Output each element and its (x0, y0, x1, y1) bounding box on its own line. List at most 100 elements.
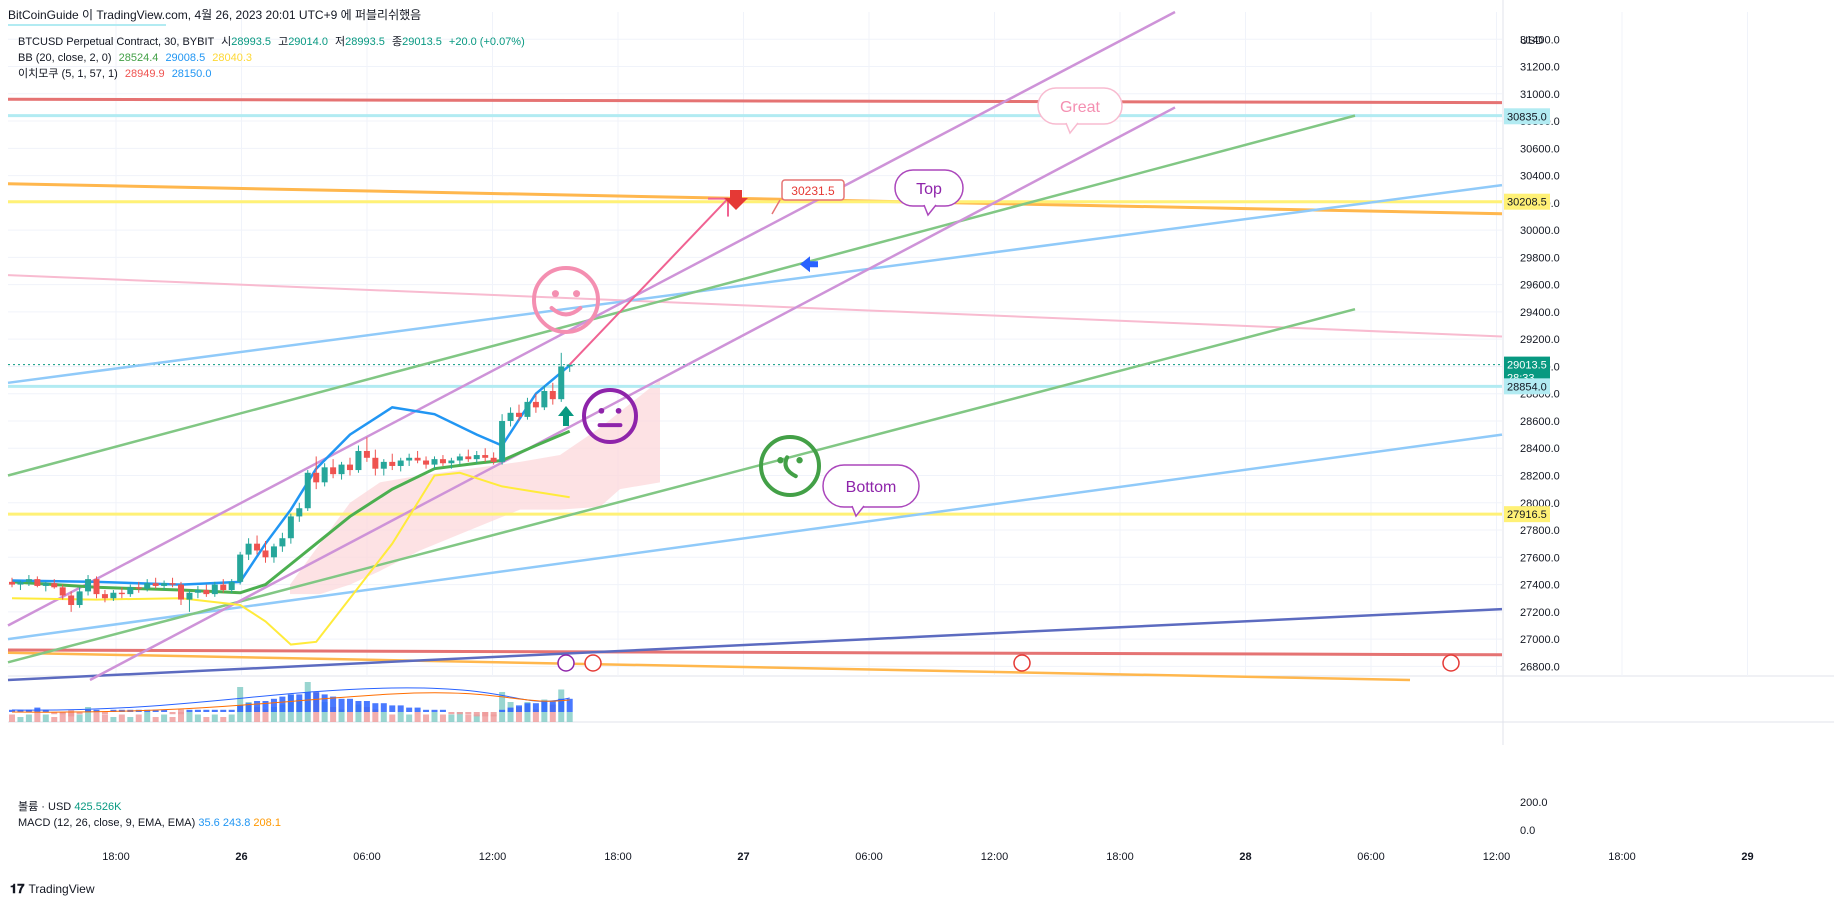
candle-body (549, 390, 556, 400)
volume-bar (456, 712, 463, 722)
candle-body (363, 450, 370, 458)
macd-hist-bar (279, 696, 286, 712)
candle-body (270, 546, 277, 558)
macd-hist-bar (423, 709, 430, 712)
bb-basis-line (11, 429, 571, 595)
macd-hist-bar (507, 707, 514, 712)
candle-body (499, 420, 506, 462)
worried-face-icon-outline (759, 435, 821, 497)
macd-hist-bar (161, 709, 168, 712)
price-tick-label: 29200.0 (1520, 334, 1560, 346)
candle-body (397, 460, 404, 466)
price-box-pointer (771, 199, 781, 215)
macd-hist-bar (482, 712, 489, 717)
time-axis[interactable]: 18:00 26 06:00 12:00 18:00 27 06:00 12:00 18:00 2… (102, 851, 1753, 863)
chart-legend: BTCUSD Perpetual Contract, 30, BYBIT 시28… (18, 34, 525, 82)
volume-bar (51, 717, 58, 722)
candle-body (355, 450, 362, 471)
time-tick-label: 18:00 (1106, 851, 1134, 863)
candle-body (423, 460, 430, 465)
volume-bar (220, 717, 227, 722)
macd-hist-bar (254, 701, 261, 712)
bb-upper-line (11, 364, 571, 586)
cloud-area (290, 380, 660, 595)
price-tick-label: 29800.0 (1520, 252, 1560, 264)
price-tick-label: 29400.0 (1520, 307, 1560, 319)
macd-hist-bar (17, 709, 24, 712)
axis-price-tag-label: 27916.5 (1507, 509, 1547, 521)
volume-bar (110, 717, 117, 722)
ichimoku-value-a: 28949.9 (124, 68, 165, 80)
time-tick-label: 18:00 (604, 851, 632, 863)
macd-hist-bar (389, 705, 396, 712)
neutral-face-icon-eye (598, 407, 605, 414)
candle-body (304, 472, 311, 509)
axis-price-tag (1504, 193, 1550, 210)
candle-body (178, 584, 184, 600)
candle-body (144, 583, 151, 589)
legend-volume-row[interactable]: 볼륨 · USD 425.526K (18, 799, 281, 815)
macd-hist-bar (85, 709, 92, 712)
axis-price-tag-label: 30208.5 (1507, 197, 1547, 209)
macd-value-1: 35.6 (198, 817, 220, 829)
axis-price-tag (1504, 108, 1550, 125)
macd-hist-bar (194, 709, 201, 712)
macd-hist-bar (203, 709, 210, 712)
great-bubble-tail (1065, 122, 1079, 135)
symbol-title[interactable]: BTCUSD Perpetual Contract, 30, BYBIT (18, 36, 215, 48)
price-tick-label: 31000.0 (1520, 89, 1560, 101)
volume-bar (414, 712, 421, 722)
volume-bar (473, 714, 480, 722)
volume-bar (566, 712, 573, 722)
candle-body (262, 550, 269, 558)
volume-bar (490, 714, 497, 722)
candle-body (194, 590, 201, 593)
candle-body (380, 461, 387, 469)
macd-hist-bar (406, 707, 413, 712)
volume-bar (347, 712, 353, 722)
macd-hist-bar (439, 709, 446, 712)
us-flag-event-icon (1013, 654, 1031, 672)
volume-bar (355, 704, 362, 722)
lightning-event-icon (557, 654, 575, 672)
legend-macd-row[interactable]: MACD (12, 26, close, 9, EMA, EMA) 35.6 2… (18, 815, 281, 831)
bottom-bubble-label: Bottom (846, 479, 897, 496)
macd-hist-bar (465, 712, 472, 715)
lower-pane-legend: 볼륨 · USD 425.526K MACD (12, 26, close, 9… (18, 799, 281, 831)
candle-body (279, 538, 286, 547)
tradingview-logo-icon: 𝟏𝟕 (10, 881, 25, 896)
candle-body (330, 467, 337, 475)
trend-lines (7, 10, 1503, 682)
price-tick-label: 28200.0 (1520, 471, 1560, 483)
macd-hist-bar (93, 709, 100, 712)
legend-ichimoku-row[interactable]: 이치모쿠 (5, 1, 57, 1) 28949.9 28150.0 (18, 66, 525, 82)
macd-hist-bar (524, 703, 531, 712)
candle-body (237, 554, 244, 582)
macd-value-2: 243.8 (222, 817, 251, 829)
volume-bar (270, 707, 277, 722)
volume-bar (76, 714, 83, 722)
macd-hist-bar (68, 712, 75, 717)
brand-footer[interactable]: 𝟏𝟕 TradingView (10, 881, 95, 897)
legend-bb-row[interactable]: BB (20, close, 2, 0) 28524.4 29008.5 280… (18, 50, 525, 66)
volume-bar (482, 712, 489, 722)
price-axis[interactable]: USD 26800.0 27000.0 27200.0 27400.0 27600.0 27… (1502, 0, 1560, 837)
volume-bar (237, 687, 244, 722)
volume-bar (101, 714, 108, 722)
candle-body (228, 581, 235, 591)
candle-body (68, 595, 75, 606)
price-tick-label: 26800.0 (1520, 661, 1560, 673)
volume-bar (85, 707, 92, 722)
candle-body (211, 584, 218, 595)
worried-face-icon-eye (796, 457, 803, 464)
macd-hist-bar (110, 709, 117, 712)
upper-green-channel (7, 114, 1356, 477)
candle-body (9, 581, 15, 585)
macd-hist-bar (304, 692, 311, 712)
candlesticks (9, 352, 573, 612)
candle-body (85, 579, 92, 592)
macd-hist-bar (262, 701, 269, 712)
price-tick-label: 28600.0 (1520, 416, 1560, 428)
macd-hist-bar (516, 705, 522, 712)
